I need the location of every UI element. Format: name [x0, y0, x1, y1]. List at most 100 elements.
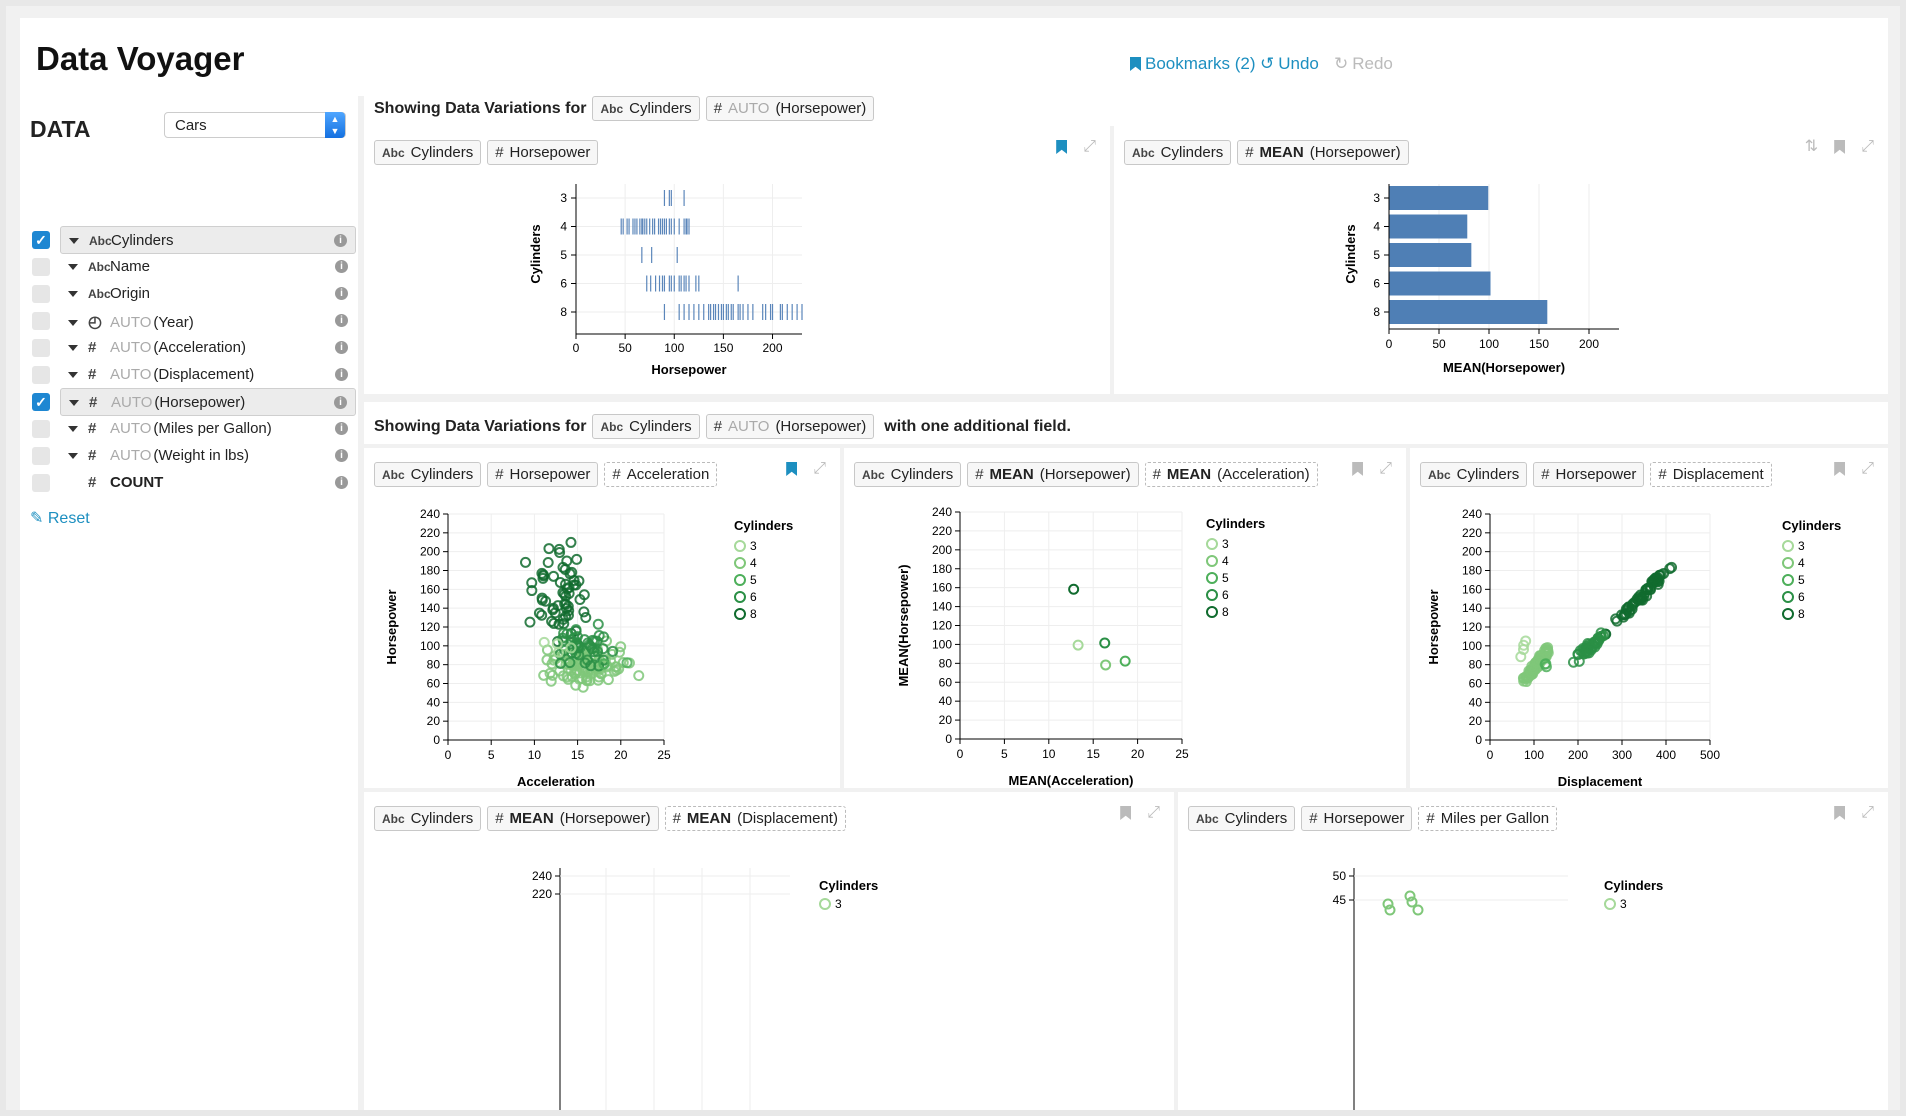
field-chip[interactable]: # MEAN (Horsepower)	[1237, 140, 1409, 165]
field-checkbox[interactable]	[32, 339, 50, 357]
scatter-point	[520, 556, 532, 568]
field-chip[interactable]: Abc Cylinders	[374, 140, 482, 165]
scatter-point	[573, 649, 585, 661]
expand-icon[interactable]: ⤢	[1861, 138, 1874, 155]
caret-down-icon[interactable]	[68, 264, 78, 271]
bookmark-icon[interactable]	[1834, 140, 1846, 154]
info-icon[interactable]: i	[335, 341, 348, 354]
scatter-chart: 0 20 40 60 80 100 120 140 160 180 200 220 240 0 5 10 15 2…	[384, 507, 793, 788]
info-icon[interactable]: i	[335, 260, 348, 273]
field-row-3[interactable]: AbcOrigin i	[30, 280, 358, 308]
field-chip[interactable]: # Horsepower	[1533, 462, 1645, 487]
field-checkbox[interactable]	[32, 420, 50, 438]
info-icon[interactable]: i	[335, 449, 348, 462]
info-icon[interactable]: i	[334, 396, 347, 409]
field-chip[interactable]: # MEAN (Horsepower)	[487, 806, 659, 831]
field-chip[interactable]: Abc Cylinders	[854, 462, 962, 487]
section-2-chip-horsepower[interactable]: # AUTO (Horsepower)	[705, 414, 875, 439]
scatter-point	[1611, 615, 1623, 627]
field-row-7[interactable]: ✓ # AUTO (Horsepower) i	[30, 388, 358, 416]
field-row-9[interactable]: # AUTO (Weight in lbs) i	[30, 442, 358, 470]
caret-down-icon[interactable]	[68, 291, 78, 298]
section-1-chip-horsepower[interactable]: # AUTO (Horsepower)	[705, 96, 875, 121]
bookmark-icon[interactable]	[1120, 806, 1132, 820]
bookmark-icon[interactable]	[1352, 462, 1364, 476]
field-checkbox[interactable]	[32, 447, 50, 465]
field-chip[interactable]: Abc Cylinders	[1124, 140, 1232, 165]
caret-down-icon[interactable]	[69, 238, 79, 245]
field-chip-added[interactable]: # Acceleration	[604, 462, 718, 487]
field-row-1[interactable]: ✓ AbcCylinders i	[30, 226, 358, 254]
quantitative-type-icon: #	[495, 144, 504, 161]
field-checkbox[interactable]	[32, 312, 50, 330]
info-icon[interactable]: i	[334, 234, 347, 247]
section-2-chip-cylinders[interactable]: Abc Cylinders	[592, 414, 700, 439]
expand-icon[interactable]: ⤢	[1861, 460, 1874, 477]
expand-icon[interactable]: ⤢	[1861, 804, 1874, 821]
field-row-10[interactable]: # COUNT i	[30, 469, 358, 497]
info-icon[interactable]: i	[335, 287, 348, 300]
field-chip[interactable]: Abc Cylinders	[374, 806, 482, 831]
field-chip-added[interactable]: # Displacement	[1650, 462, 1772, 487]
field-checkbox[interactable]: ✓	[32, 231, 50, 249]
caret-down-icon[interactable]	[68, 345, 78, 352]
field-chip[interactable]: Abc Cylinders	[374, 462, 482, 487]
field-pill[interactable]: # AUTO (Horsepower) i	[60, 388, 356, 416]
field-chip[interactable]: Abc Cylinders	[1188, 806, 1296, 831]
caret-down-icon[interactable]	[69, 400, 79, 407]
field-checkbox[interactable]	[32, 258, 50, 276]
field-chip[interactable]: # Horsepower	[1301, 806, 1413, 831]
caret-down-icon[interactable]	[68, 372, 78, 379]
field-chip-added[interactable]: # MEAN (Displacement)	[664, 806, 846, 831]
field-pill[interactable]: AbcName i	[60, 253, 356, 281]
field-chip[interactable]: # Horsepower	[487, 140, 599, 165]
bookmark-icon[interactable]	[1834, 462, 1846, 476]
field-pill[interactable]: # AUTO (Displacement) i	[60, 361, 356, 389]
expand-icon[interactable]: ⤢	[1379, 460, 1392, 477]
info-icon[interactable]: i	[335, 476, 348, 489]
info-icon[interactable]: i	[335, 368, 348, 381]
scatter-point	[1412, 904, 1424, 916]
field-chip[interactable]: # MEAN (Horsepower)	[967, 462, 1139, 487]
bookmark-icon[interactable]	[786, 462, 798, 476]
field-pill[interactable]: AbcOrigin i	[60, 280, 356, 308]
field-pill[interactable]: AbcCylinders i	[60, 226, 356, 254]
caret-down-icon[interactable]	[68, 426, 78, 433]
sort-icon[interactable]: ⇅	[1804, 138, 1819, 155]
field-row-8[interactable]: # AUTO (Miles per Gallon) i	[30, 415, 358, 443]
field-pill[interactable]: # AUTO (Acceleration) i	[60, 334, 356, 362]
info-icon[interactable]: i	[335, 422, 348, 435]
field-chip-added[interactable]: # MEAN (Acceleration)	[1144, 462, 1318, 487]
expand-icon[interactable]: ⤢	[1147, 804, 1160, 821]
field-pill[interactable]: ◴ AUTO (Year) i	[60, 307, 356, 335]
reset-button[interactable]: ✎ Reset	[30, 508, 90, 528]
field-chip[interactable]: # Horsepower	[487, 462, 599, 487]
field-chip-added[interactable]: # Miles per Gallon	[1418, 806, 1558, 831]
expand-icon[interactable]: ⤢	[813, 460, 826, 477]
info-icon[interactable]: i	[335, 314, 348, 327]
caret-down-icon[interactable]	[68, 320, 78, 327]
dataset-select[interactable]: Cars ▲ ▼	[164, 112, 346, 138]
caret-down-icon[interactable]	[68, 453, 78, 460]
field-checkbox[interactable]: ✓	[32, 393, 50, 411]
redo-button[interactable]: ↻ Redo	[1334, 54, 1393, 74]
bookmark-icon[interactable]	[1056, 140, 1068, 154]
field-row-6[interactable]: # AUTO (Displacement) i	[30, 361, 358, 389]
field-row-4[interactable]: ◴ AUTO (Year) i	[30, 307, 358, 335]
chart-card-strip: Abc Cylinders # Horsepower ⤢ 3 4 5 6 8 0 50 100 15…	[364, 126, 1110, 394]
bookmark-icon[interactable]	[1834, 806, 1846, 820]
field-pill[interactable]: # COUNT i	[60, 469, 356, 497]
field-row-2[interactable]: AbcName i	[30, 253, 358, 281]
section-1-chip-cylinders[interactable]: Abc Cylinders	[592, 96, 700, 121]
field-checkbox[interactable]	[32, 474, 50, 492]
field-pill[interactable]: # AUTO (Weight in lbs) i	[60, 442, 356, 470]
field-checkbox[interactable]	[32, 366, 50, 384]
field-pill[interactable]: # AUTO (Miles per Gallon) i	[60, 415, 356, 443]
field-chip[interactable]: Abc Cylinders	[1420, 462, 1528, 487]
field-checkbox[interactable]	[32, 285, 50, 303]
field-row-5[interactable]: # AUTO (Acceleration) i	[30, 334, 358, 362]
bookmarks-button[interactable]: Bookmarks (2)	[1130, 54, 1256, 74]
nominal-type-icon: Abc	[89, 234, 112, 248]
expand-icon[interactable]: ⤢	[1083, 138, 1096, 155]
undo-button[interactable]: ↺ Undo	[1260, 54, 1319, 74]
